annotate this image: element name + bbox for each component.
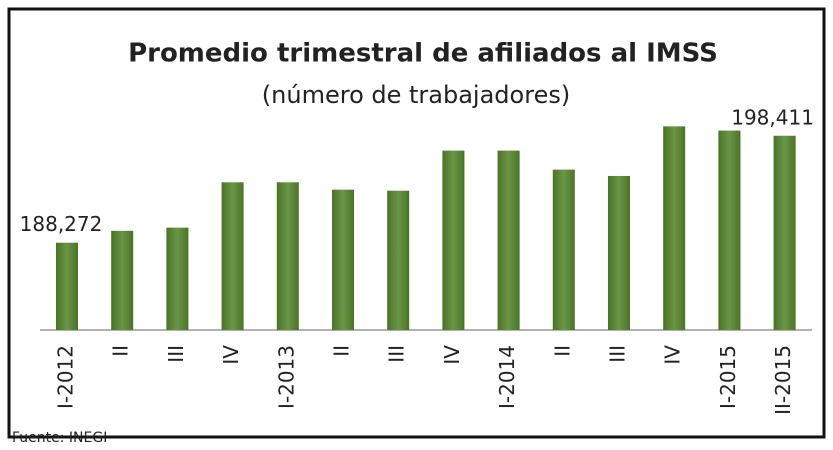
x-tick-label: III bbox=[164, 345, 188, 363]
x-tick-label: IV bbox=[661, 345, 685, 365]
x-tick-label: I-2015 bbox=[716, 345, 740, 409]
x-tick-label: II bbox=[330, 345, 354, 357]
bar-shade bbox=[608, 175, 630, 330]
x-tick-label: I-2014 bbox=[495, 345, 519, 409]
x-tick-label: I-2013 bbox=[274, 345, 298, 409]
value-label: 188,272 bbox=[20, 212, 103, 236]
bar-shade bbox=[221, 182, 244, 330]
chart-subtitle: (número de trabajadores) bbox=[262, 81, 570, 109]
bar-shade bbox=[332, 189, 354, 330]
chart-title: Promedio trimestral de afiliados al IMSS bbox=[128, 39, 718, 69]
bar-shade bbox=[663, 126, 686, 330]
x-tick-label: III bbox=[385, 345, 409, 363]
x-tick-label: I-2012 bbox=[54, 345, 78, 409]
bar-shade bbox=[442, 150, 465, 330]
bar-shade bbox=[111, 230, 134, 330]
bar-shade bbox=[718, 130, 741, 330]
x-tick-label: III bbox=[606, 345, 630, 363]
bar-shade bbox=[773, 135, 796, 330]
bar-shade bbox=[552, 169, 575, 330]
x-tick-label: II-2015 bbox=[771, 345, 795, 415]
frame bbox=[7, 7, 826, 439]
bar-shade bbox=[56, 242, 78, 330]
bar-shade bbox=[276, 182, 299, 330]
x-tick-label: II bbox=[109, 345, 133, 357]
bar-shade bbox=[387, 190, 410, 330]
value-label: 198,411 bbox=[731, 105, 814, 129]
x-tick-label: II bbox=[550, 345, 574, 357]
source: Fuente: INEGI bbox=[12, 430, 107, 446]
bar-shade bbox=[166, 227, 189, 330]
x-tick-label: IV bbox=[440, 345, 464, 365]
x-tick-label: IV bbox=[219, 345, 243, 365]
bar-shade bbox=[497, 150, 520, 330]
